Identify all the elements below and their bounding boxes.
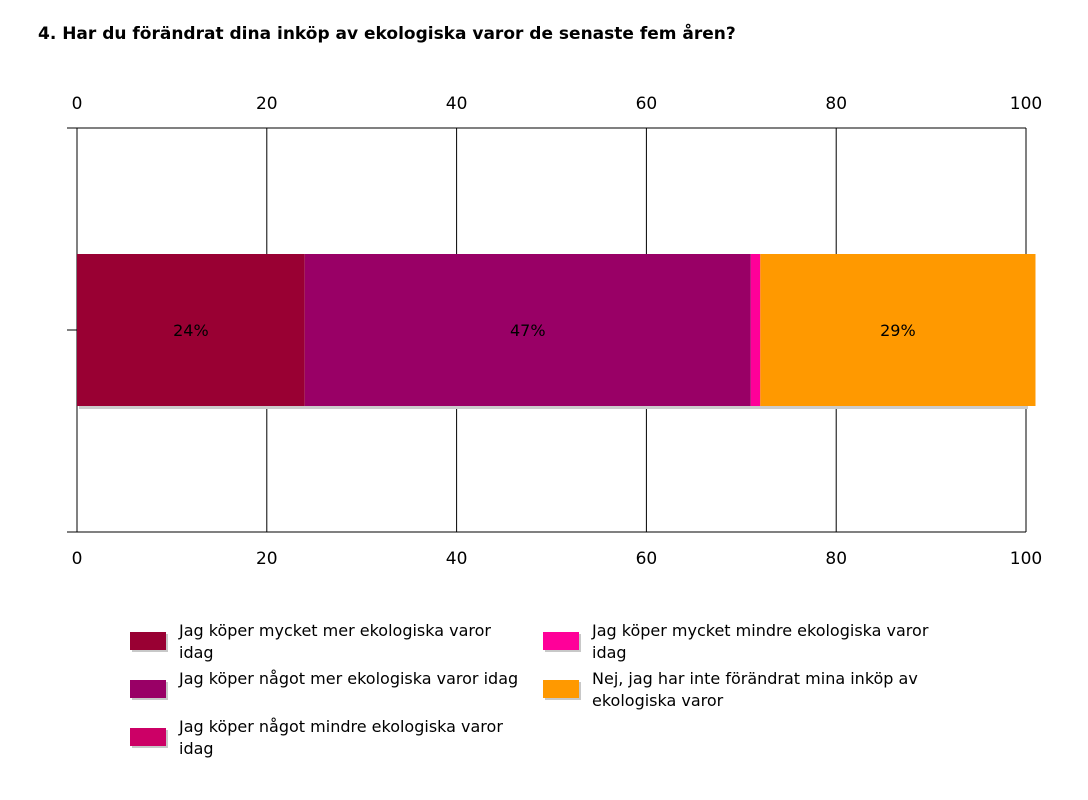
- x-tick-bottom-60: 60: [636, 549, 658, 569]
- bar-segments: [77, 254, 1036, 409]
- bar-segment-3: [750, 254, 761, 406]
- x-tick-top-0: 0: [72, 94, 83, 114]
- legend-swatch-3: [543, 632, 579, 650]
- data-label-1: 47%: [510, 321, 546, 340]
- x-tick-bottom-80: 80: [825, 549, 847, 569]
- x-tick-top-60: 60: [636, 94, 658, 114]
- x-tick-bottom-40: 40: [446, 549, 468, 569]
- x-tick-bottom-0: 0: [72, 549, 83, 569]
- legend-label-0: Jag köper mycket mer ekologiska varor id…: [179, 621, 491, 662]
- bar-segment-1: [304, 254, 751, 406]
- x-tick-bottom-100: 100: [1010, 549, 1042, 569]
- x-tick-top-40: 40: [446, 94, 468, 114]
- legend: Jag köper mycket mer ekologiska varor id…: [130, 620, 990, 770]
- legend-swatch-1: [130, 680, 166, 698]
- bar-segment-4: [760, 254, 1036, 406]
- legend-label-2: Jag köper något mindre ekologiska varor …: [179, 717, 503, 758]
- data-labels: 24% 47% 29%: [173, 321, 916, 340]
- data-label-4: 29%: [880, 321, 916, 340]
- legend-swatch-4: [543, 680, 579, 698]
- bar-shadow: [79, 406, 1028, 409]
- legend-label-4: Nej, jag har inte förändrat mina inköp a…: [592, 669, 918, 710]
- x-tick-top-100: 100: [1010, 94, 1042, 114]
- tick-labels: 0 0 20 20 40 40 60 60 80 80 100 100: [72, 94, 1043, 569]
- legend-label-1: Jag köper något mer ekologiska varor ida…: [179, 669, 519, 688]
- legend-swatch-2: [130, 728, 166, 746]
- bar-segment-0: [77, 254, 305, 406]
- legend-swatch-0: [130, 632, 166, 650]
- chart-title: 4. Har du förändrat dina inköp av ekolog…: [38, 24, 736, 44]
- x-tick-bottom-20: 20: [256, 549, 278, 569]
- chart-plot: 24% 47% 29% 0 0 20 20 40 40 60 60 80 80 100 100: [67, 94, 1043, 569]
- x-tick-top-80: 80: [825, 94, 847, 114]
- legend-label-3: Jag köper mycket mindre ekologiska varor…: [592, 621, 929, 662]
- x-tick-top-20: 20: [256, 94, 278, 114]
- data-label-0: 24%: [173, 321, 209, 340]
